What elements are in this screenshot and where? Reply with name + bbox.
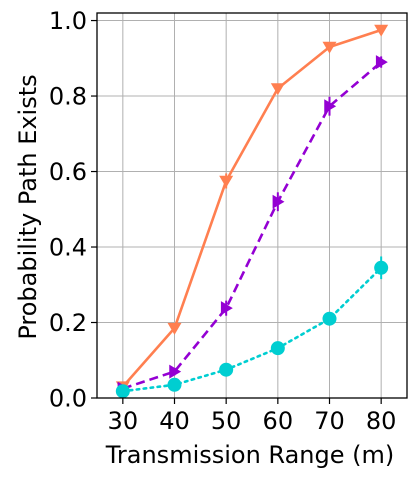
series-1	[117, 55, 388, 396]
series-2	[115, 256, 389, 399]
data-point	[272, 194, 285, 209]
series-line	[121, 28, 382, 388]
data-point	[270, 341, 285, 356]
grid	[97, 13, 407, 399]
y-tick-label: 0.4	[49, 234, 87, 262]
x-tick-label: 40	[159, 407, 190, 435]
y-tick-label: 1.0	[49, 7, 87, 35]
y-tick-label: 0.8	[49, 83, 87, 111]
data-point	[115, 384, 130, 399]
y-tick-label: 0.2	[49, 309, 87, 337]
data-point	[322, 311, 337, 326]
y-tick-label: 0.0	[49, 385, 87, 413]
data-point	[270, 83, 285, 96]
x-tick-label: 60	[263, 407, 294, 435]
data-point	[375, 55, 388, 70]
data-point	[219, 362, 234, 377]
axis-ticks: 30 40 50 60 70 80 0.0 0.2 0.4 0.6 0.8 1.0	[49, 7, 397, 435]
x-tick-label: 50	[211, 407, 242, 435]
data-point	[167, 322, 182, 335]
data-point	[220, 301, 233, 316]
data-point	[324, 99, 337, 114]
series-line	[122, 61, 383, 390]
series-line	[121, 266, 383, 393]
data-point	[169, 364, 182, 379]
series-layer	[115, 24, 389, 399]
data-point	[374, 24, 389, 37]
data-point	[322, 41, 337, 54]
data-point	[167, 377, 182, 392]
x-tick-label: 70	[314, 407, 345, 435]
y-tick-label: 0.6	[49, 158, 87, 186]
x-tick-label: 30	[108, 407, 139, 435]
plot-frame	[96, 12, 408, 399]
y-axis-label: Probability Path Exists	[14, 74, 42, 339]
data-point	[219, 175, 234, 188]
x-tick-label: 80	[366, 407, 397, 435]
series-0	[115, 24, 389, 394]
data-point	[374, 260, 389, 275]
x-axis-label: Transmission Range (m)	[105, 441, 394, 469]
